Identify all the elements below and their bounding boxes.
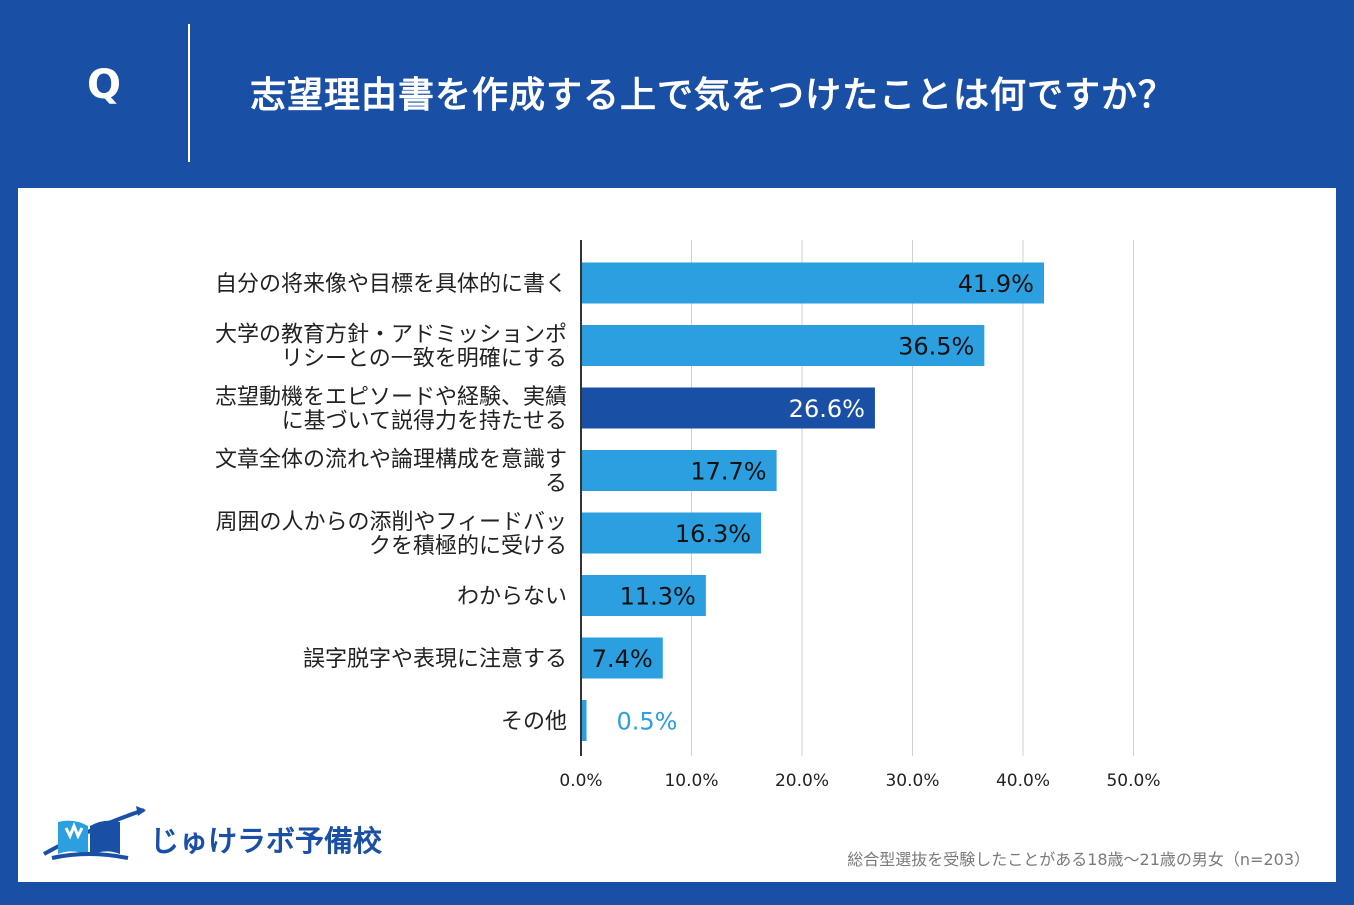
value-label: 0.5% [617, 708, 678, 736]
x-tick-label: 50.0% [1106, 771, 1160, 791]
category-label: 志望動機をエピソードや経験、実績 [215, 385, 567, 410]
x-tick-label: 20.0% [775, 771, 829, 791]
book-icon [43, 806, 146, 860]
category-label: リシーとの一致を明確にする [281, 347, 567, 372]
bar-chart: 0.0% 10.0% 20.0% 30.0% 40.0% 50.0% 自分の将来像や目標を具… [215, 240, 1161, 791]
logo-text: じゅけラボ予備校 [150, 824, 383, 858]
value-label: 26.6% [789, 395, 865, 423]
bar [581, 325, 985, 366]
category-label: に基づいて説得力を持たせる [282, 409, 567, 434]
header-divider [188, 24, 190, 162]
bar [581, 387, 875, 429]
question-title: 志望理由書を作成する上で気をつけたことは何ですか？ [250, 75, 1176, 116]
category-label: 周囲の人からの添削やフィードバッ [215, 510, 567, 535]
value-label: 36.5% [898, 333, 974, 361]
value-label: 11.3% [620, 583, 696, 611]
bar [581, 575, 706, 616]
chart-panel: 0.0% 10.0% 20.0% 30.0% 40.0% 50.0% 自分の将来像や目標を具… [18, 188, 1336, 882]
category-label: 誤字脱字や表現に注意する [303, 647, 567, 672]
value-label: 16.3% [675, 520, 751, 548]
x-tick-label: 40.0% [996, 771, 1050, 791]
logo: じゅけラボ予備校 [40, 798, 383, 868]
bar [581, 637, 663, 679]
category-label: その他 [501, 710, 567, 735]
q-mark: Q [86, 62, 121, 108]
bar [581, 700, 587, 741]
category-label: わからない [457, 585, 567, 610]
category-label: る [545, 472, 567, 497]
value-label: 7.4% [592, 645, 653, 673]
category-label: 自分の将来像や目標を具体的に書く [215, 272, 567, 297]
header: Q 志望理由書を作成する上で気をつけたことは何ですか？ [0, 0, 1354, 188]
x-tick-label: 30.0% [885, 771, 939, 791]
bar [581, 450, 777, 491]
value-label: 17.7% [690, 458, 766, 486]
bar [581, 262, 1044, 304]
x-tick-label: 0.0% [559, 771, 602, 791]
category-label: 大学の教育方針・アドミッションポ [215, 323, 567, 348]
value-label: 41.9% [958, 270, 1034, 298]
footnote: 総合型選抜を受験したことがある18歳～21歳の男女（n=203） [847, 850, 1310, 869]
bar [581, 512, 762, 554]
x-tick-label: 10.0% [664, 771, 718, 791]
category-label: クを積極的に受ける [369, 534, 567, 559]
category-label: 文章全体の流れや論理構成を意識す [215, 448, 567, 473]
